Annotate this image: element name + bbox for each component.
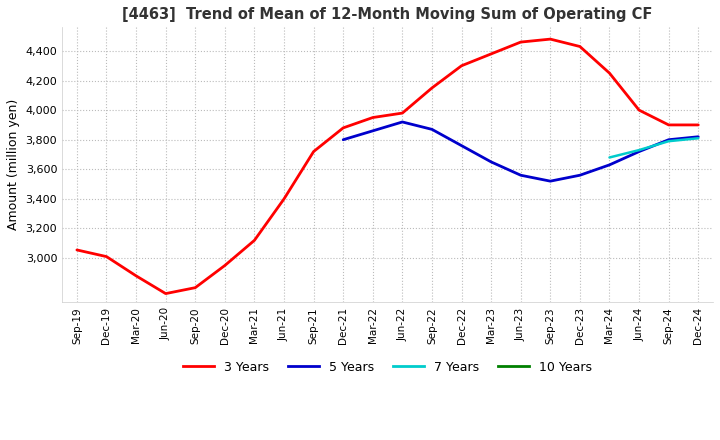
- 5 Years: [339, 137, 348, 143]
- 3 Years: [428, 85, 436, 91]
- Line: 3 Years: 3 Years: [77, 39, 698, 293]
- 3 Years: [575, 44, 584, 49]
- 3 Years: [665, 122, 673, 128]
- 5 Years: [606, 162, 614, 168]
- Line: 5 Years: 5 Years: [343, 122, 698, 181]
- 3 Years: [132, 273, 140, 279]
- Title: [4463]  Trend of Mean of 12-Month Moving Sum of Operating CF: [4463] Trend of Mean of 12-Month Moving …: [122, 7, 653, 22]
- 3 Years: [250, 238, 258, 243]
- 7 Years: [606, 155, 614, 160]
- 3 Years: [279, 196, 288, 202]
- 3 Years: [102, 254, 111, 259]
- 3 Years: [191, 285, 199, 290]
- 3 Years: [694, 122, 703, 128]
- Y-axis label: Amount (million yen): Amount (million yen): [7, 99, 20, 231]
- 3 Years: [635, 107, 644, 113]
- 5 Years: [369, 128, 377, 133]
- 3 Years: [487, 51, 495, 57]
- 5 Years: [694, 134, 703, 139]
- 3 Years: [310, 149, 318, 154]
- 3 Years: [546, 37, 554, 42]
- 5 Years: [546, 179, 554, 184]
- 3 Years: [369, 115, 377, 120]
- Legend: 3 Years, 5 Years, 7 Years, 10 Years: 3 Years, 5 Years, 7 Years, 10 Years: [178, 356, 598, 379]
- 3 Years: [73, 247, 81, 253]
- 3 Years: [339, 125, 348, 131]
- 3 Years: [220, 263, 229, 268]
- 5 Years: [575, 172, 584, 178]
- 7 Years: [635, 147, 644, 153]
- 5 Years: [516, 172, 525, 178]
- 5 Years: [457, 143, 466, 148]
- 3 Years: [161, 291, 170, 296]
- 5 Years: [428, 127, 436, 132]
- 7 Years: [665, 139, 673, 144]
- Line: 7 Years: 7 Years: [610, 138, 698, 158]
- 5 Years: [635, 149, 644, 154]
- 5 Years: [487, 159, 495, 165]
- 7 Years: [694, 136, 703, 141]
- 3 Years: [516, 40, 525, 45]
- 5 Years: [398, 119, 407, 125]
- 3 Years: [398, 110, 407, 116]
- 5 Years: [665, 137, 673, 143]
- 3 Years: [457, 63, 466, 68]
- 3 Years: [606, 70, 614, 76]
